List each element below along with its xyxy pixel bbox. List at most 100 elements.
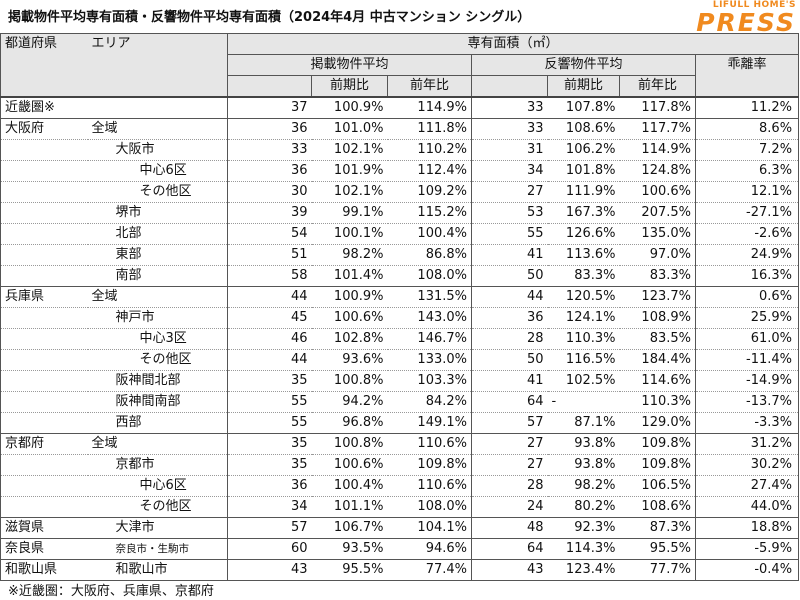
- cell-listing-yoy: 108.0%: [387, 496, 472, 518]
- table-row: 中心6区 36 100.4% 110.6% 28 98.2% 106.5% 27.4%: [0, 475, 800, 497]
- cell-listing-yoy: 110.6%: [387, 433, 472, 455]
- header-listing: 掲載物件平均: [227, 54, 472, 76]
- table-row: その他区 30 102.1% 109.2% 27 111.9% 100.6% 12.1%: [0, 181, 800, 203]
- cell-pref: [0, 370, 88, 392]
- cell-pref: 滋賀県: [0, 517, 88, 539]
- cell-response-qoq: -: [547, 391, 620, 413]
- cell-listing-qoq: 100.4%: [311, 475, 388, 497]
- cell-response-yoy: 97.0%: [619, 244, 696, 266]
- cell-listing-avg: 33: [227, 139, 312, 161]
- cell-listing-qoq: 94.2%: [311, 391, 388, 413]
- cell-listing-yoy: 112.4%: [387, 160, 472, 182]
- cell-listing-qoq: 106.7%: [311, 517, 388, 539]
- cell-response-qoq: 107.8%: [547, 96, 620, 119]
- table-row: 南部 58 101.4% 108.0% 50 83.3% 83.3% 16.3%: [0, 265, 800, 287]
- cell-pref: [0, 139, 88, 161]
- table-row: 奈良県 奈良市・生駒市 60 93.5% 94.6% 64 114.3% 95.5% -5.9%: [0, 538, 800, 560]
- brand-logo: LIFULL HOME'S PRESS: [696, 0, 796, 35]
- cell-listing-avg: 51: [227, 244, 312, 266]
- cell-listing-qoq: 101.9%: [311, 160, 388, 182]
- cell-listing-qoq: 100.1%: [311, 223, 388, 245]
- cell-pref: [0, 391, 88, 413]
- cell-area: 堺市: [87, 202, 228, 224]
- cell-listing-qoq: 100.8%: [311, 433, 388, 455]
- cell-response-avg: 41: [471, 370, 548, 392]
- cell-response-avg: 57: [471, 412, 548, 434]
- cell-response-avg: 53: [471, 202, 548, 224]
- table-row: その他区 44 93.6% 133.0% 50 116.5% 184.4% -11.4%: [0, 349, 800, 371]
- cell-response-qoq: 87.1%: [547, 412, 620, 434]
- cell-listing-yoy: 133.0%: [387, 349, 472, 371]
- cell-listing-qoq: 96.8%: [311, 412, 388, 434]
- table-row: 大阪府 全域 36 101.0% 111.8% 33 108.6% 117.7% 8.6%: [0, 118, 800, 140]
- table-body: 近畿圏※ 37 100.9% 114.9% 33 107.8% 117.8% 11.2% 大阪府…: [0, 96, 800, 581]
- cell-gap-rate: 61.0%: [694, 328, 800, 350]
- cell-listing-avg: 36: [227, 118, 312, 140]
- cell-response-yoy: 109.8%: [619, 454, 696, 476]
- cell-listing-qoq: 93.6%: [311, 349, 388, 371]
- cell-response-avg: 27: [471, 454, 548, 476]
- cell-response-yoy: 87.3%: [619, 517, 696, 539]
- cell-response-yoy: 100.6%: [619, 181, 696, 203]
- cell-listing-yoy: 146.7%: [387, 328, 472, 350]
- cell-listing-qoq: 100.6%: [311, 454, 388, 476]
- table-row: 京都市 35 100.6% 109.8% 27 93.8% 109.8% 30.2%: [0, 454, 800, 476]
- cell-listing-qoq: 100.9%: [311, 286, 388, 308]
- cell-area: 神戸市: [87, 307, 228, 329]
- cell-gap-rate: 24.9%: [694, 244, 800, 266]
- cell-pref: [0, 349, 88, 371]
- cell-listing-avg: 54: [227, 223, 312, 245]
- cell-listing-avg: 44: [227, 286, 312, 308]
- cell-listing-avg: 34: [227, 496, 312, 518]
- cell-area: 北部: [87, 223, 228, 245]
- cell-response-avg: 64: [471, 391, 548, 413]
- cell-response-qoq: 123.4%: [547, 559, 620, 581]
- cell-response-yoy: 117.7%: [619, 118, 696, 140]
- cell-response-avg: 27: [471, 181, 548, 203]
- cell-listing-avg: 57: [227, 517, 312, 539]
- cell-listing-yoy: 104.1%: [387, 517, 472, 539]
- cell-response-qoq: 111.9%: [547, 181, 620, 203]
- cell-listing-yoy: 77.4%: [387, 559, 472, 581]
- cell-pref: [0, 265, 88, 287]
- cell-response-yoy: 77.7%: [619, 559, 696, 581]
- cell-listing-qoq: 102.1%: [311, 139, 388, 161]
- cell-pref: [0, 202, 88, 224]
- cell-area: 京都市: [87, 454, 228, 476]
- cell-listing-yoy: 131.5%: [387, 286, 472, 308]
- cell-response-qoq: 114.3%: [547, 538, 620, 560]
- cell-listing-avg: 35: [227, 370, 312, 392]
- cell-response-qoq: 93.8%: [547, 454, 620, 476]
- cell-gap-rate: -11.4%: [694, 349, 800, 371]
- cell-gap-rate: 12.1%: [694, 181, 800, 203]
- cell-listing-qoq: 100.8%: [311, 370, 388, 392]
- cell-area: 東部: [87, 244, 228, 266]
- cell-gap-rate: 7.2%: [694, 139, 800, 161]
- cell-area: 阪神間南部: [87, 391, 228, 413]
- cell-response-qoq: 83.3%: [547, 265, 620, 287]
- cell-response-qoq: 110.3%: [547, 328, 620, 350]
- cell-response-yoy: 114.9%: [619, 139, 696, 161]
- cell-listing-yoy: 108.0%: [387, 265, 472, 287]
- cell-response-qoq: 124.1%: [547, 307, 620, 329]
- cell-response-qoq: 113.6%: [547, 244, 620, 266]
- cell-pref: 京都府: [0, 433, 88, 455]
- cell-listing-avg: 46: [227, 328, 312, 350]
- cell-response-yoy: 117.8%: [619, 96, 696, 119]
- cell-response-avg: 55: [471, 223, 548, 245]
- cell-listing-avg: 35: [227, 433, 312, 455]
- cell-response-qoq: 92.3%: [547, 517, 620, 539]
- cell-gap-rate: -0.4%: [694, 559, 800, 581]
- cell-response-avg: 33: [471, 96, 548, 119]
- cell-gap-rate: 11.2%: [694, 96, 800, 119]
- table-row: 東部 51 98.2% 86.8% 41 113.6% 97.0% 24.9%: [0, 244, 800, 266]
- cell-listing-qoq: 99.1%: [311, 202, 388, 224]
- cell-listing-qoq: 93.5%: [311, 538, 388, 560]
- cell-listing-avg: 45: [227, 307, 312, 329]
- cell-response-yoy: 129.0%: [619, 412, 696, 434]
- cell-gap-rate: -5.9%: [694, 538, 800, 560]
- cell-listing-yoy: 149.1%: [387, 412, 472, 434]
- cell-area: 奈良市・生駒市: [87, 538, 228, 560]
- cell-response-yoy: 114.6%: [619, 370, 696, 392]
- cell-response-qoq: 126.6%: [547, 223, 620, 245]
